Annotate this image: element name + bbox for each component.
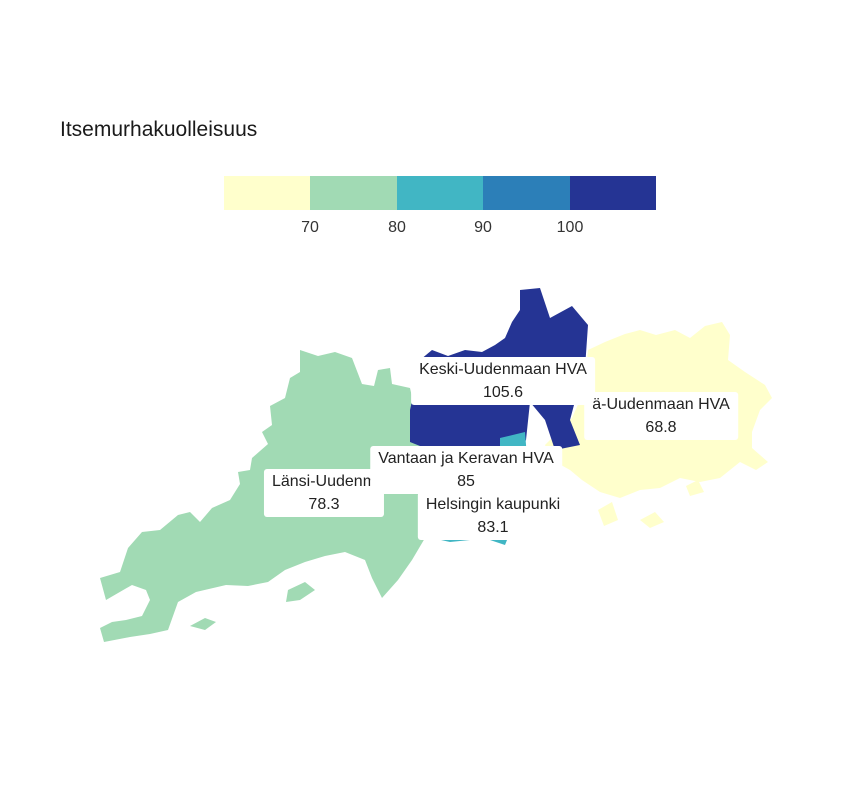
label-region-value: 78.3 [308, 496, 340, 513]
label-vantaa-kerava: Vantaan ja Keravan HVA 85 [370, 446, 562, 494]
label-region-name: Helsingin kaupunki [425, 496, 561, 513]
label-keski-uusimaa: Keski-Uudenmaan HVA 105.6 [411, 357, 595, 405]
legend-tick: 100 [556, 219, 584, 236]
label-helsinki: Helsingin kaupunki 83.1 [417, 492, 569, 540]
legend-swatch-2 [310, 176, 397, 210]
label-region-value: 68.8 [645, 419, 677, 436]
color-legend [224, 176, 657, 210]
legend-tick: 90 [474, 219, 492, 236]
label-region-name: Länsi-Uudenm [271, 473, 377, 490]
label-ita-uusimaa: ä-Uudenmaan HVA 68.8 [584, 392, 738, 440]
map-title: Itsemurhakuolleisuus [60, 118, 258, 141]
legend-swatch-4 [483, 176, 570, 210]
legend-swatch-1 [224, 176, 311, 210]
label-region-name: Vantaan ja Keravan HVA [378, 450, 554, 467]
legend-tick: 70 [301, 219, 319, 236]
legend-swatch-3 [396, 176, 484, 210]
legend-ticks: 70 80 90 100 [0, 219, 864, 241]
legend-swatch-5 [569, 176, 657, 210]
label-region-value: 83.1 [477, 519, 509, 536]
label-region-name: ä-Uudenmaan HVA [592, 396, 730, 413]
label-region-name: Keski-Uudenmaan HVA [419, 361, 587, 378]
label-lansi-uusimaa: Länsi-Uudenm 78.3 [263, 469, 385, 517]
label-region-value: 105.6 [482, 384, 524, 401]
label-region-value: 85 [457, 473, 475, 490]
legend-tick: 80 [388, 219, 406, 236]
